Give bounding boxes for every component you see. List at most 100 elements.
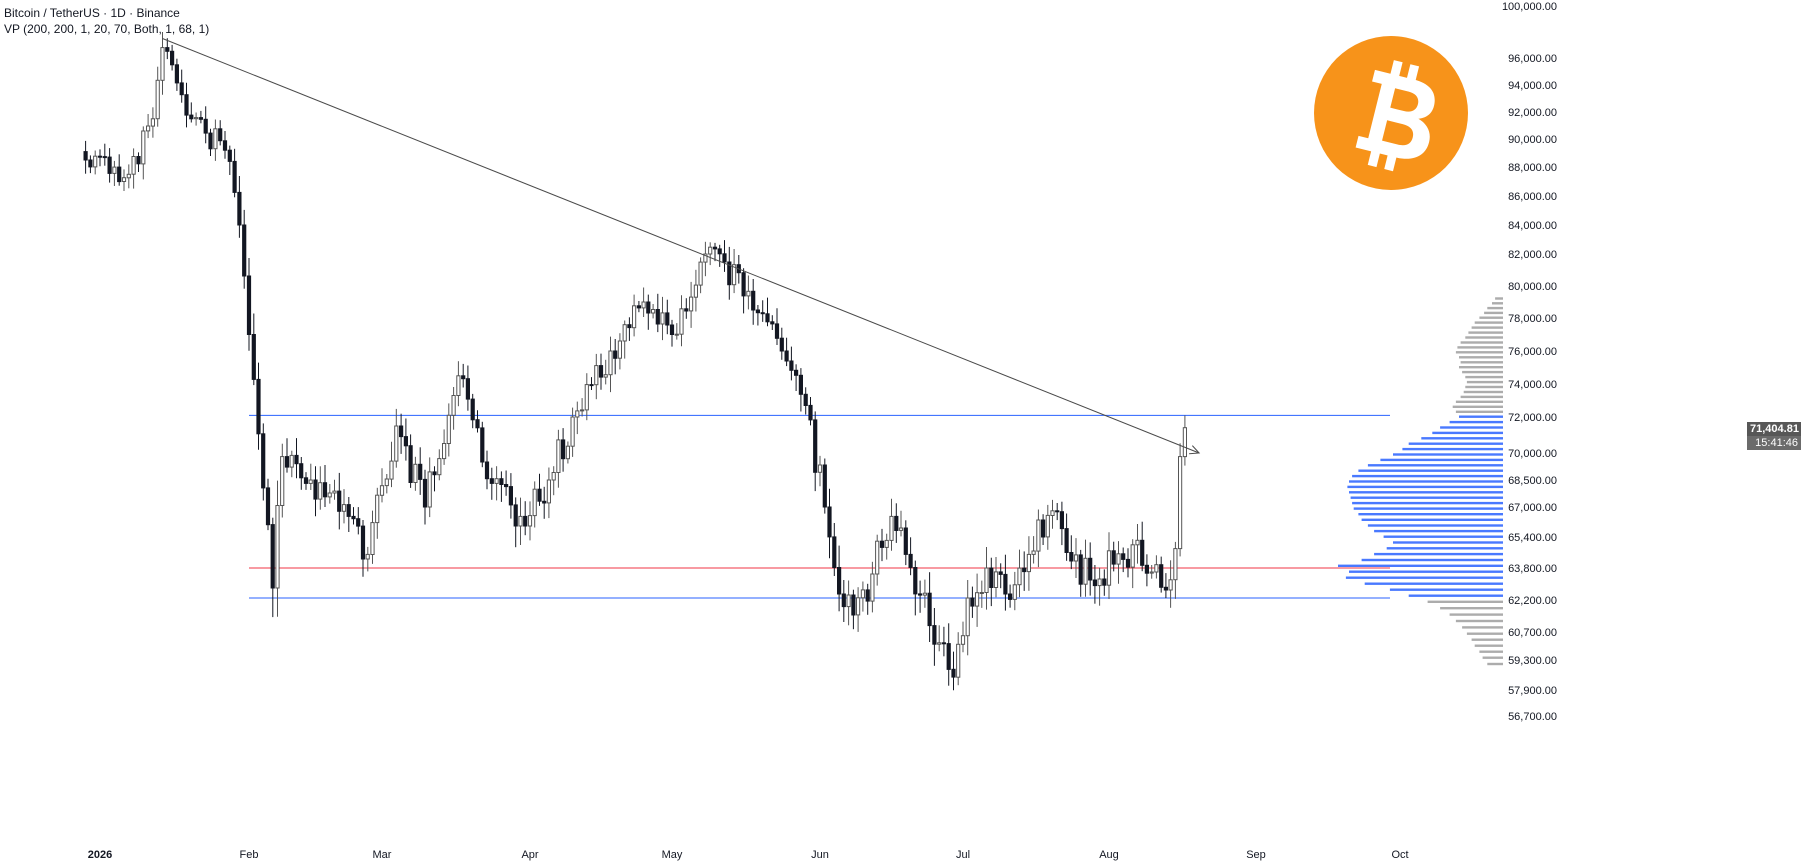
candle-body: [856, 597, 861, 616]
volume-profile-bar: [1449, 420, 1503, 424]
candle: [589, 377, 594, 390]
volume-profile-bar: [1440, 607, 1503, 610]
volume-profile-bar: [1455, 351, 1503, 354]
candle-body: [442, 443, 447, 460]
candle-body: [360, 525, 366, 560]
volume-profile-bar: [1463, 390, 1503, 394]
volume-profile-bar: [1484, 311, 1503, 315]
candle-body: [808, 404, 813, 421]
trend-line[interactable]: [162, 38, 1201, 455]
candle-body: [765, 313, 770, 323]
candle-body: [303, 477, 309, 484]
candle: [1121, 547, 1126, 573]
price-axis-tick-label: 67,000.00: [1508, 502, 1557, 514]
candle-body: [432, 471, 437, 476]
candle-body: [1135, 539, 1140, 546]
price-axis-tick-label: 84,000.00: [1508, 220, 1557, 232]
candle: [242, 209, 247, 289]
candle: [565, 441, 570, 464]
candle: [456, 361, 461, 407]
candle-body: [126, 173, 131, 179]
candle-body: [499, 478, 504, 486]
candle-body: [102, 156, 107, 159]
volume-profile-bar: [1471, 326, 1503, 329]
candle: [523, 501, 528, 536]
price-axis-tick-label: 88,000.00: [1508, 162, 1557, 174]
candle-body: [789, 360, 794, 371]
price-axis[interactable]: 100,000.00 96,000.00 94,000.00 92,000.00 90,…: [1502, 1, 1557, 723]
candle: [865, 583, 870, 615]
candle: [117, 154, 122, 186]
candle: [1050, 499, 1055, 529]
candle-body: [598, 365, 604, 378]
candle-body: [998, 571, 1003, 575]
candle-body: [494, 478, 499, 484]
candle: [784, 337, 789, 367]
candle: [755, 305, 760, 326]
candle-body: [112, 166, 117, 174]
candle: [422, 469, 428, 525]
candle-body: [513, 504, 518, 527]
candle-body: [1059, 511, 1065, 530]
candle-body: [979, 592, 984, 594]
candle-body: [956, 643, 961, 678]
candle: [1017, 549, 1022, 598]
candle: [1078, 549, 1083, 597]
candle-body: [1008, 593, 1013, 600]
volume-profile-bar: [1402, 447, 1503, 451]
volume-profile-bar: [1465, 375, 1503, 379]
candle: [308, 463, 313, 490]
price-axis-tick-label: 78,000.00: [1508, 313, 1557, 325]
candle: [470, 393, 475, 429]
candle: [399, 413, 404, 454]
candle: [884, 533, 889, 560]
candle-body: [832, 536, 837, 569]
indicator-label[interactable]: VP (200, 200, 1, 20, 70, Both, 1, 68, 1): [4, 22, 210, 36]
candle: [165, 38, 170, 60]
candle-body: [813, 419, 818, 473]
volume-profile-bar: [1421, 437, 1503, 440]
candle-body: [993, 571, 999, 589]
candle: [651, 304, 656, 319]
candle: [798, 368, 803, 412]
candle-body: [1088, 557, 1093, 581]
volume-profile-bar: [1466, 380, 1503, 384]
volume-profile-bar: [1347, 485, 1503, 489]
candle-body: [760, 312, 765, 315]
candle: [575, 401, 580, 435]
volume-profile-bar: [1393, 541, 1503, 544]
candle-body: [903, 527, 908, 555]
candle-body: [1022, 567, 1027, 573]
time-axis[interactable]: 2026 Feb Mar Apr May Jun Jul Aug Sep Oct: [88, 849, 1409, 861]
volume-profile-bar: [1432, 431, 1503, 435]
candle-body: [932, 625, 937, 645]
candle: [379, 468, 385, 503]
candle-body: [1144, 564, 1150, 574]
candle-body: [265, 487, 271, 526]
candle: [170, 44, 175, 71]
candle-body: [289, 454, 294, 468]
volume-profile-bar: [1460, 361, 1503, 364]
candle-body: [913, 567, 918, 595]
volume-profile-bar: [1455, 619, 1503, 623]
volume-profile-bar: [1361, 518, 1503, 521]
candle-body: [504, 484, 509, 488]
candle-body: [527, 515, 533, 527]
candle: [265, 478, 271, 531]
symbol-title[interactable]: Bitcoin / TetherUS · 1D · Binance: [4, 6, 180, 20]
candle: [480, 421, 485, 468]
candle: [494, 466, 499, 501]
candle-body: [1041, 519, 1046, 538]
candle-body: [189, 114, 194, 120]
candle: [608, 336, 613, 393]
candle-body: [322, 482, 328, 498]
time-axis-tick-label: Apr: [521, 849, 538, 861]
candle-body: [751, 290, 756, 311]
candle-body: [732, 264, 737, 286]
candle: [370, 510, 375, 564]
candle-body: [561, 439, 566, 460]
candle: [689, 281, 694, 328]
price-axis-tick-label: 82,000.00: [1508, 249, 1557, 261]
candle: [879, 528, 885, 562]
